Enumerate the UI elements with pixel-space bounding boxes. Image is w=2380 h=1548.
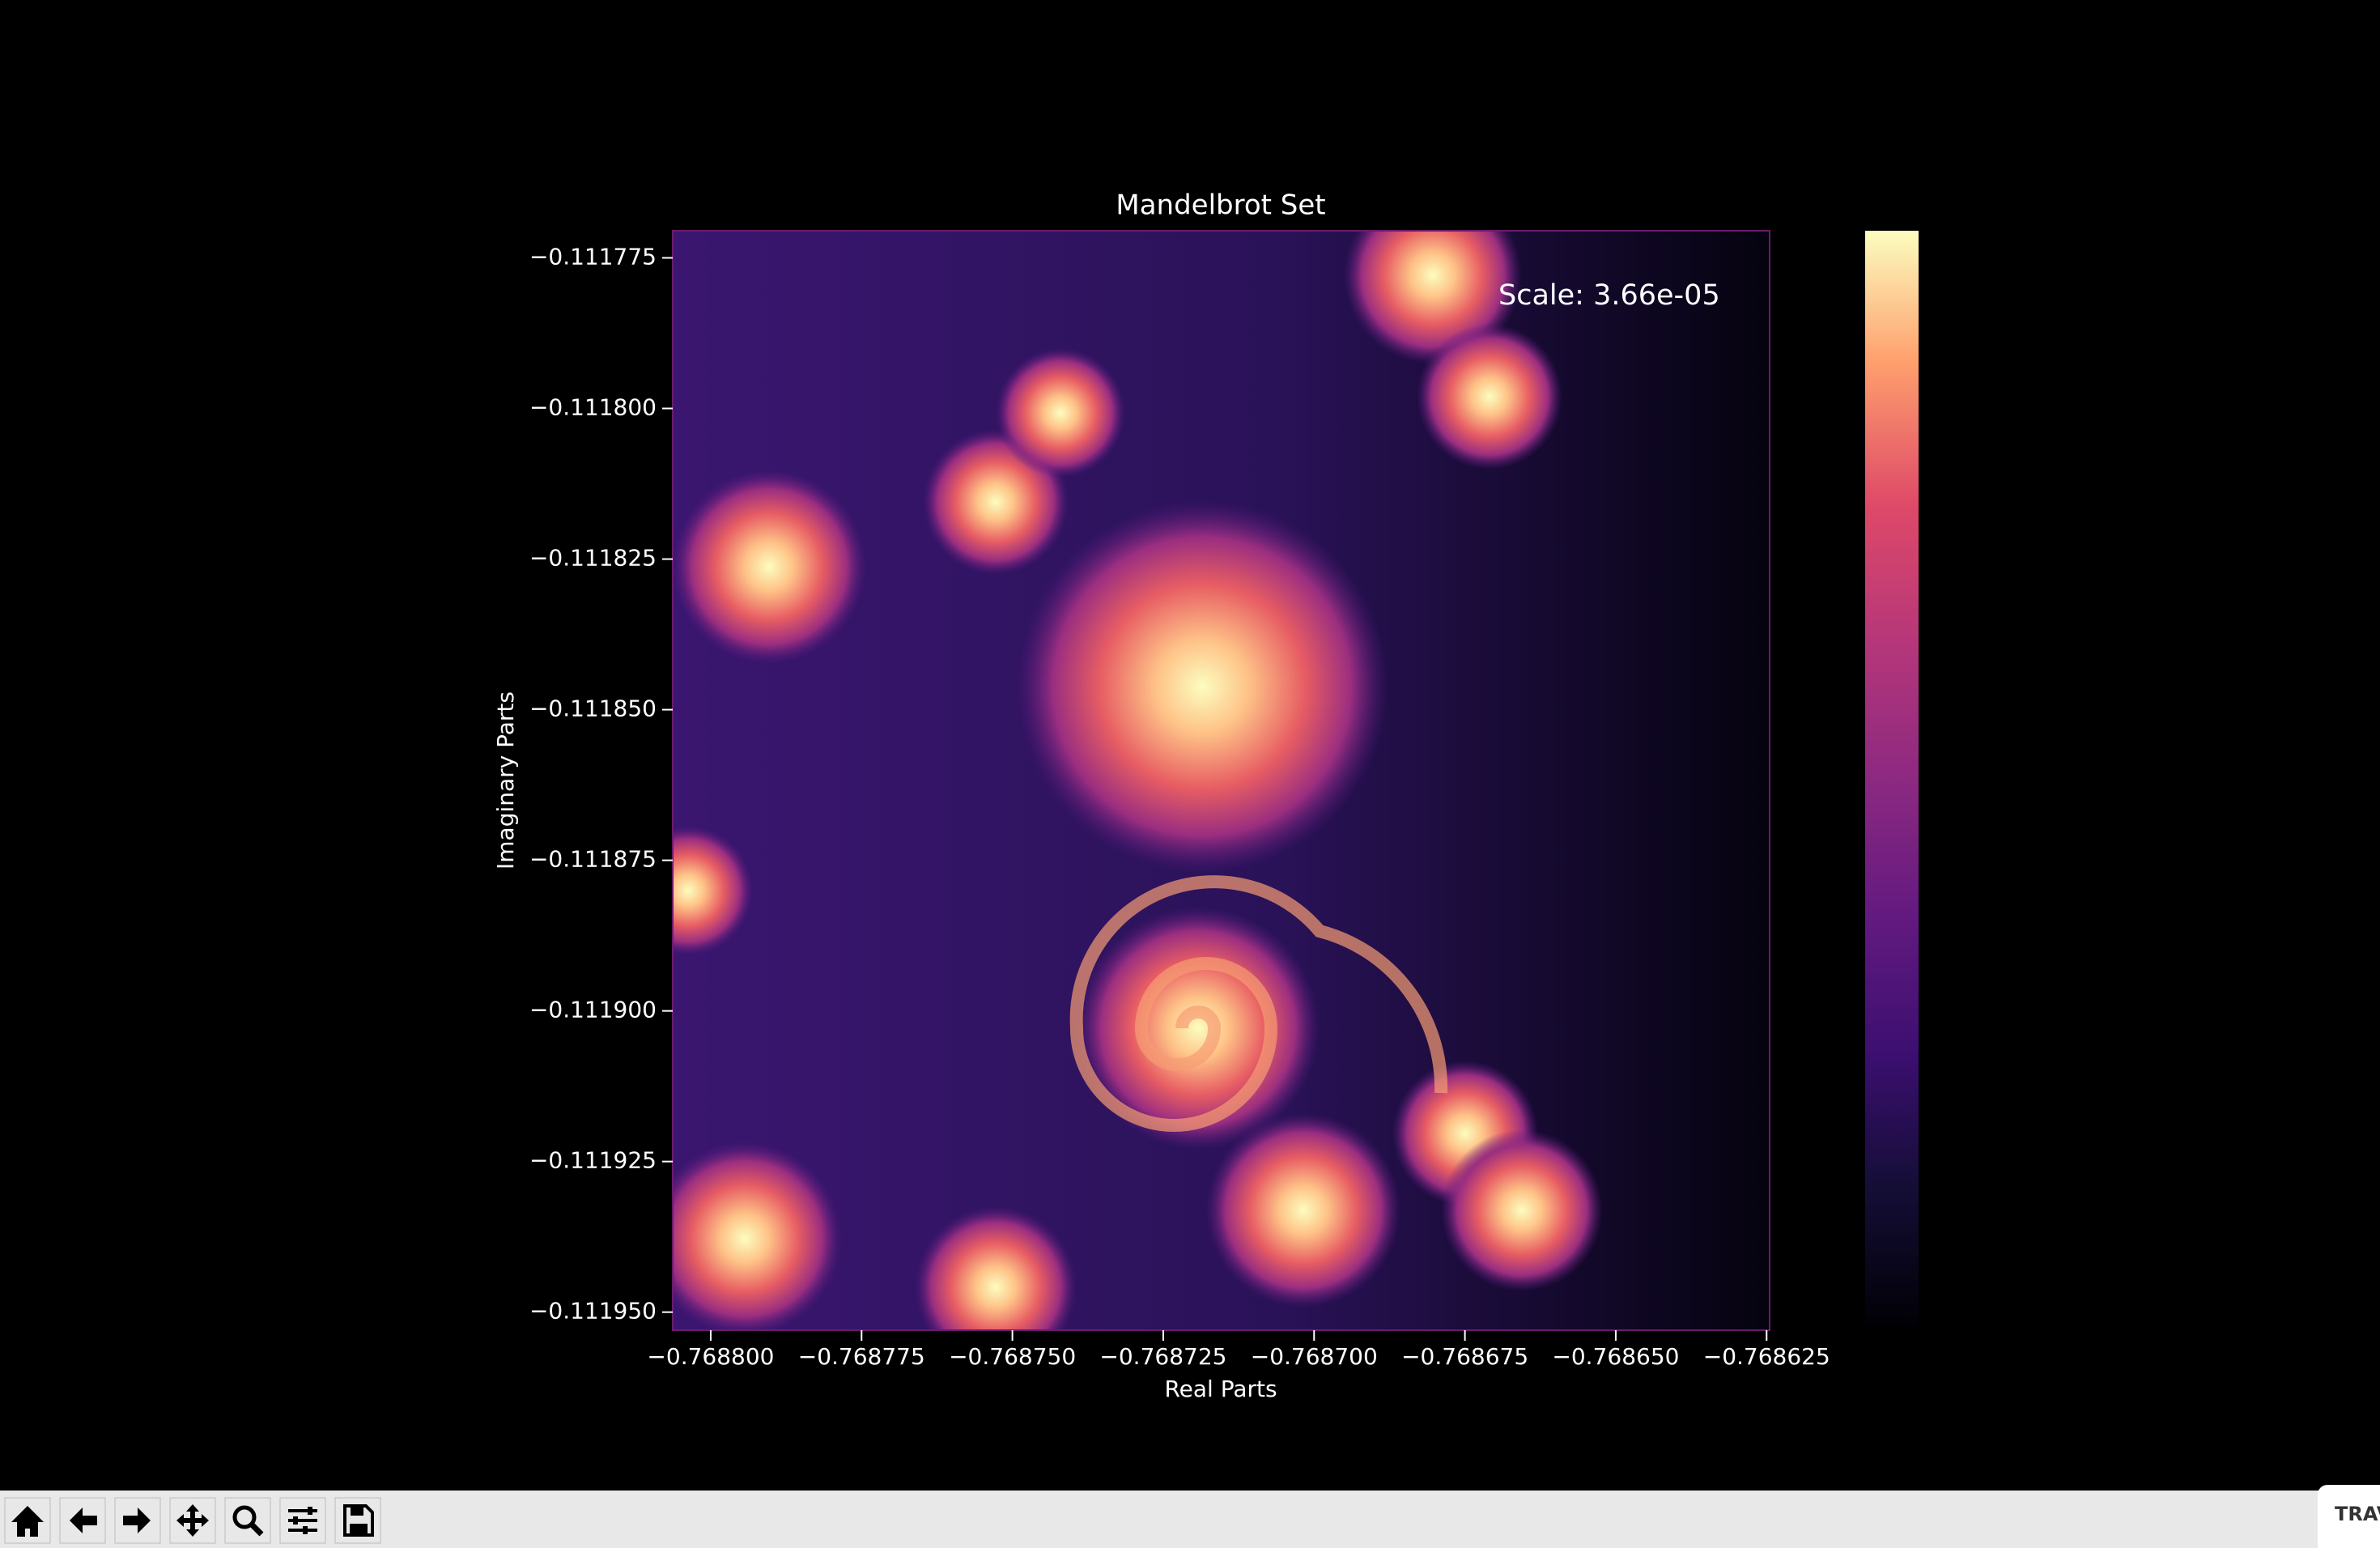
- pan-button[interactable]: [169, 1497, 216, 1544]
- chart-title: Mandelbrot Set: [1116, 189, 1325, 222]
- toolbar-bg: [0, 1491, 2380, 1548]
- y-axis-label: Imaginary Parts: [492, 691, 519, 870]
- configure-button[interactable]: [279, 1497, 326, 1544]
- back-button[interactable]: [59, 1497, 106, 1544]
- save-button[interactable]: [334, 1497, 381, 1544]
- scale-annotation: Scale: 3.66e-05: [1498, 279, 1720, 312]
- x-tick-label: −0.768750: [949, 1343, 1076, 1370]
- home-button[interactable]: [4, 1497, 51, 1544]
- toolbar: [0, 1491, 2380, 1548]
- forward-button[interactable]: [114, 1497, 161, 1544]
- y-tick-label: −0.111950: [529, 1298, 657, 1325]
- side-panel-text: TRAV: [2335, 1503, 2380, 1525]
- y-tick-label: −0.111775: [529, 243, 657, 270]
- y-tick-label: −0.111900: [529, 997, 657, 1023]
- colorbar: [1865, 231, 1919, 1330]
- axes-frame: [672, 230, 1770, 1331]
- y-tick-label: −0.111925: [529, 1147, 657, 1174]
- y-tick-label: −0.111800: [529, 394, 657, 421]
- x-tick-label: −0.768625: [1703, 1343, 1830, 1370]
- x-tick-label: −0.768650: [1552, 1343, 1679, 1370]
- x-tick-label: −0.768675: [1401, 1343, 1528, 1370]
- y-tick-label: −0.111825: [529, 545, 657, 572]
- x-tick-label: −0.768800: [647, 1343, 774, 1370]
- fractal-image: [673, 231, 1770, 1330]
- x-axis-label: Real Parts: [1164, 1376, 1277, 1402]
- y-tick-label: −0.111850: [529, 695, 657, 722]
- side-panel: [2318, 1485, 2380, 1548]
- x-tick-label: −0.768700: [1251, 1343, 1378, 1370]
- x-tick-label: −0.768725: [1099, 1343, 1226, 1370]
- x-tick-label: −0.768775: [798, 1343, 925, 1370]
- zoom-button[interactable]: [224, 1497, 271, 1544]
- y-tick-label: −0.111875: [529, 846, 657, 873]
